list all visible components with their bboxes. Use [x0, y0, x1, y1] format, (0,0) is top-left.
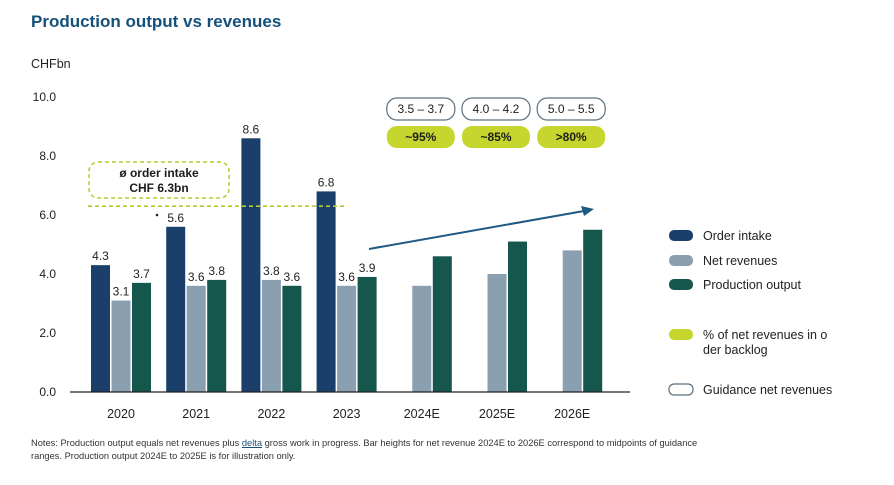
notes-text-2: gross work in progress. Bar heights for … — [31, 438, 698, 461]
bar-net-revenues — [186, 285, 206, 392]
y-tick-label: 2.0 — [39, 326, 56, 340]
legend-label: % of net revenues in o — [703, 328, 827, 342]
legend-swatch-guidance — [668, 383, 694, 396]
data-label: 8.6 — [243, 122, 260, 136]
legend-swatch-net-revenues — [669, 255, 693, 266]
legend-label-cont: der backlog — [703, 343, 768, 357]
data-label: 3.1 — [113, 285, 130, 299]
trend-arrow-head — [581, 206, 594, 216]
bar-production-output — [583, 229, 603, 392]
trend-arrow-line — [368, 210, 585, 250]
chart-notes: Notes: Production output equals net reve… — [31, 437, 711, 463]
data-label: 3.6 — [284, 270, 301, 284]
backlog-share-pill — [462, 126, 530, 148]
x-tick-label: 2021 — [182, 407, 210, 421]
guidance-range-pill — [461, 97, 531, 121]
x-tick-label: 2020 — [107, 407, 135, 421]
legend-label: Production output — [703, 278, 802, 292]
bar-order-intake — [166, 226, 186, 392]
data-label: 3.7 — [133, 267, 150, 281]
bar-production-output — [132, 282, 151, 392]
guidance-range-label: 5.0 – 5.5 — [548, 102, 595, 116]
bar-order-intake — [316, 191, 336, 392]
x-tick-label: 2024E — [404, 407, 440, 421]
y-tick-label: 10.0 — [33, 90, 57, 104]
guidance-range-label: 3.5 – 3.7 — [397, 102, 444, 116]
average-order-intake-callout — [88, 161, 230, 199]
bar-production-output — [357, 276, 377, 392]
bar-production-output — [282, 285, 302, 392]
data-label: 3.8 — [208, 264, 225, 278]
notes-delta-link[interactable]: delta — [241, 438, 263, 448]
y-tick-label: 4.0 — [39, 267, 56, 281]
average-order-intake-value: CHF 6.3bn — [129, 181, 188, 195]
bar-net-revenues — [412, 285, 432, 392]
x-tick-label: 2023 — [333, 407, 361, 421]
y-tick-label: 6.0 — [39, 208, 56, 222]
guidance-range-label: 4.0 – 4.2 — [473, 102, 520, 116]
data-label: 6.8 — [318, 175, 335, 189]
bar-net-revenues — [562, 250, 582, 392]
bar-net-revenues — [111, 300, 131, 392]
y-tick-label: 0.0 — [39, 385, 56, 399]
backlog-share-pill — [386, 126, 455, 148]
data-label: 3.8 — [263, 264, 280, 278]
guidance-range-pill — [536, 97, 606, 121]
data-label: 3.6 — [188, 270, 205, 284]
chart-title: Production output vs revenues — [31, 12, 282, 31]
bar-net-revenues — [337, 285, 357, 392]
bar-production-output — [207, 279, 227, 392]
legend-label: Order intake — [703, 229, 772, 243]
bar-chart: 0.02.04.06.08.010.04.35.68.66.83.13.6 3.8… — [33, 90, 833, 421]
x-tick-label: 2025E — [479, 407, 515, 421]
data-label: 3.6 — [338, 270, 355, 284]
legend-swatch-production-output — [669, 279, 693, 290]
backlog-share-pill — [537, 126, 606, 148]
legend-label: Guidance net revenues — [703, 383, 832, 397]
data-label: 5.6 — [167, 211, 184, 225]
backlog-share-label: ~95% — [405, 130, 436, 144]
x-tick-label: 2022 — [257, 407, 285, 421]
backlog-share-label: >80% — [556, 130, 587, 144]
marker-dot — [155, 213, 159, 217]
legend-label: Net revenues — [703, 254, 777, 268]
guidance-range-pill — [386, 97, 456, 121]
legend-swatch-order-intake — [669, 230, 693, 241]
x-tick-label: 2026E — [554, 407, 590, 421]
bar-net-revenues — [487, 274, 507, 392]
y-tick-label: 8.0 — [39, 149, 56, 163]
y-axis-unit-label: CHFbn — [31, 57, 71, 71]
data-label: 3.9 — [359, 261, 376, 275]
bar-production-output — [508, 241, 527, 392]
bar-production-output — [432, 256, 452, 392]
bar-net-revenues — [261, 279, 281, 392]
bar-order-intake — [91, 265, 110, 392]
backlog-share-label: ~85% — [480, 130, 511, 144]
notes-text-1: Notes: Production output equals net reve… — [31, 438, 242, 448]
average-order-intake-label: ø order intake — [119, 166, 199, 180]
legend-swatch-backlog — [669, 329, 693, 340]
bar-order-intake — [241, 138, 261, 392]
data-label: 4.3 — [92, 249, 109, 263]
